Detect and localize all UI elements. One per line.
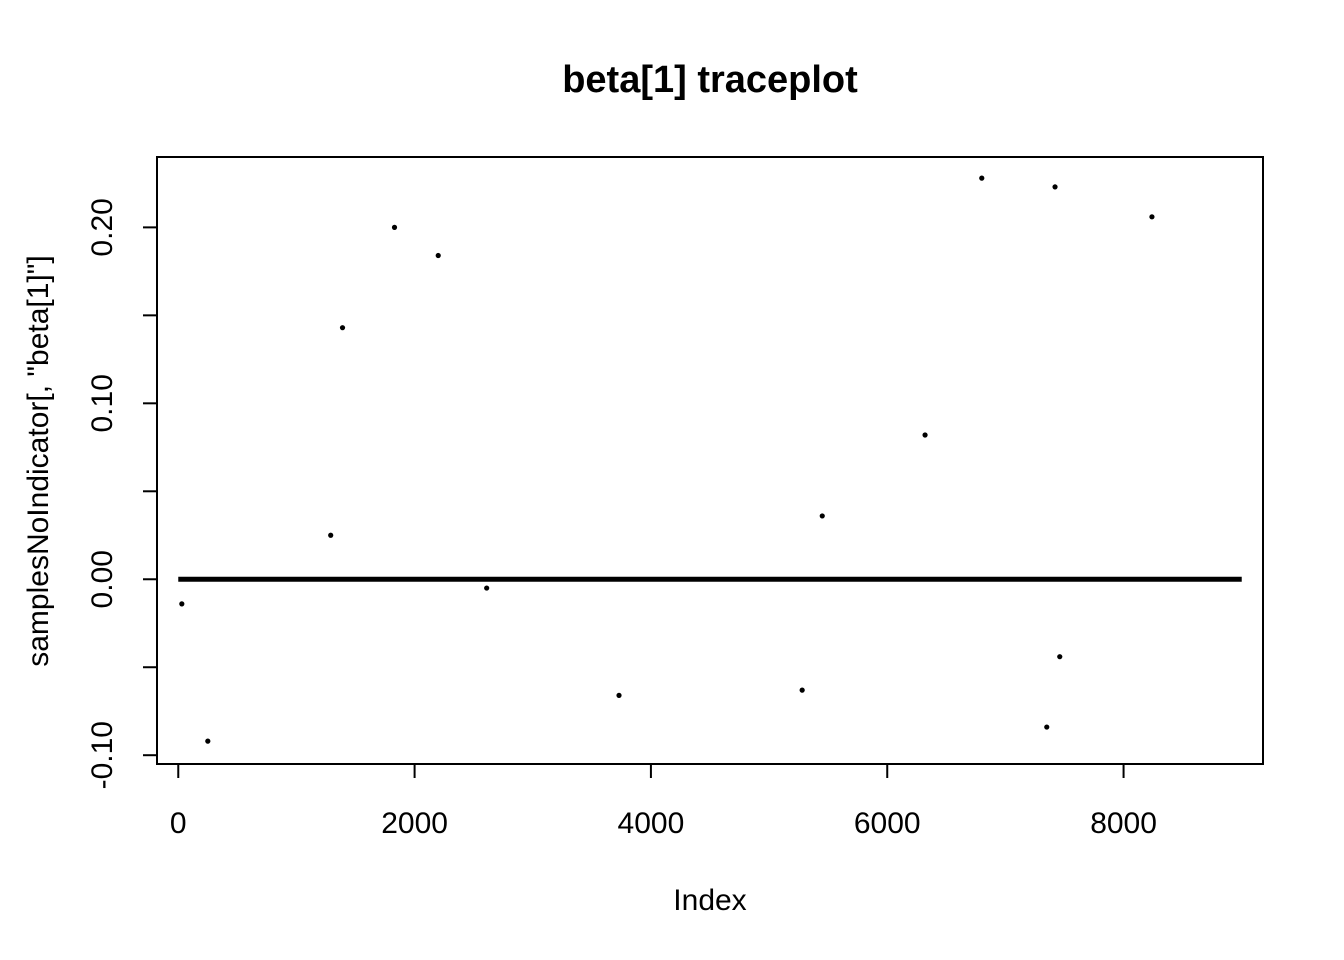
data-point — [484, 585, 490, 591]
data-point — [819, 513, 825, 519]
data-point — [1057, 654, 1063, 660]
x-tick-label: 0 — [170, 807, 187, 840]
y-tick-label: 0.10 — [86, 374, 119, 432]
data-point — [799, 687, 805, 693]
y-axis: -0.10 0.00 0.10 0.20 — [86, 198, 158, 789]
y-tick-label: 0.20 — [86, 198, 119, 256]
trace-points — [179, 175, 1155, 744]
data-point — [205, 738, 211, 744]
y-axis-label: samplesNoIndicator[, "beta[1]"] — [22, 255, 55, 667]
data-point — [1044, 724, 1050, 730]
x-axis-label: Index — [673, 884, 746, 917]
x-tick-label: 4000 — [618, 807, 685, 840]
y-tick-label: 0.00 — [86, 550, 119, 608]
data-point — [328, 532, 334, 538]
x-axis: 0 2000 4000 6000 8000 — [170, 763, 1157, 840]
x-tick-label: 2000 — [381, 807, 448, 840]
data-point — [339, 325, 346, 331]
data-point — [616, 692, 622, 698]
plot-frame — [156, 156, 1264, 765]
data-point — [391, 224, 398, 230]
data-point — [1149, 214, 1155, 220]
data-point — [1052, 184, 1058, 190]
chart-title: beta[1] traceplot — [562, 59, 858, 101]
x-tick-label: 6000 — [854, 807, 921, 840]
y-tick-label: -0.10 — [86, 721, 119, 789]
data-point — [179, 601, 185, 607]
x-tick-label: 8000 — [1090, 807, 1157, 840]
data-point — [435, 252, 441, 259]
data-point — [979, 175, 985, 181]
data-point — [922, 432, 928, 438]
